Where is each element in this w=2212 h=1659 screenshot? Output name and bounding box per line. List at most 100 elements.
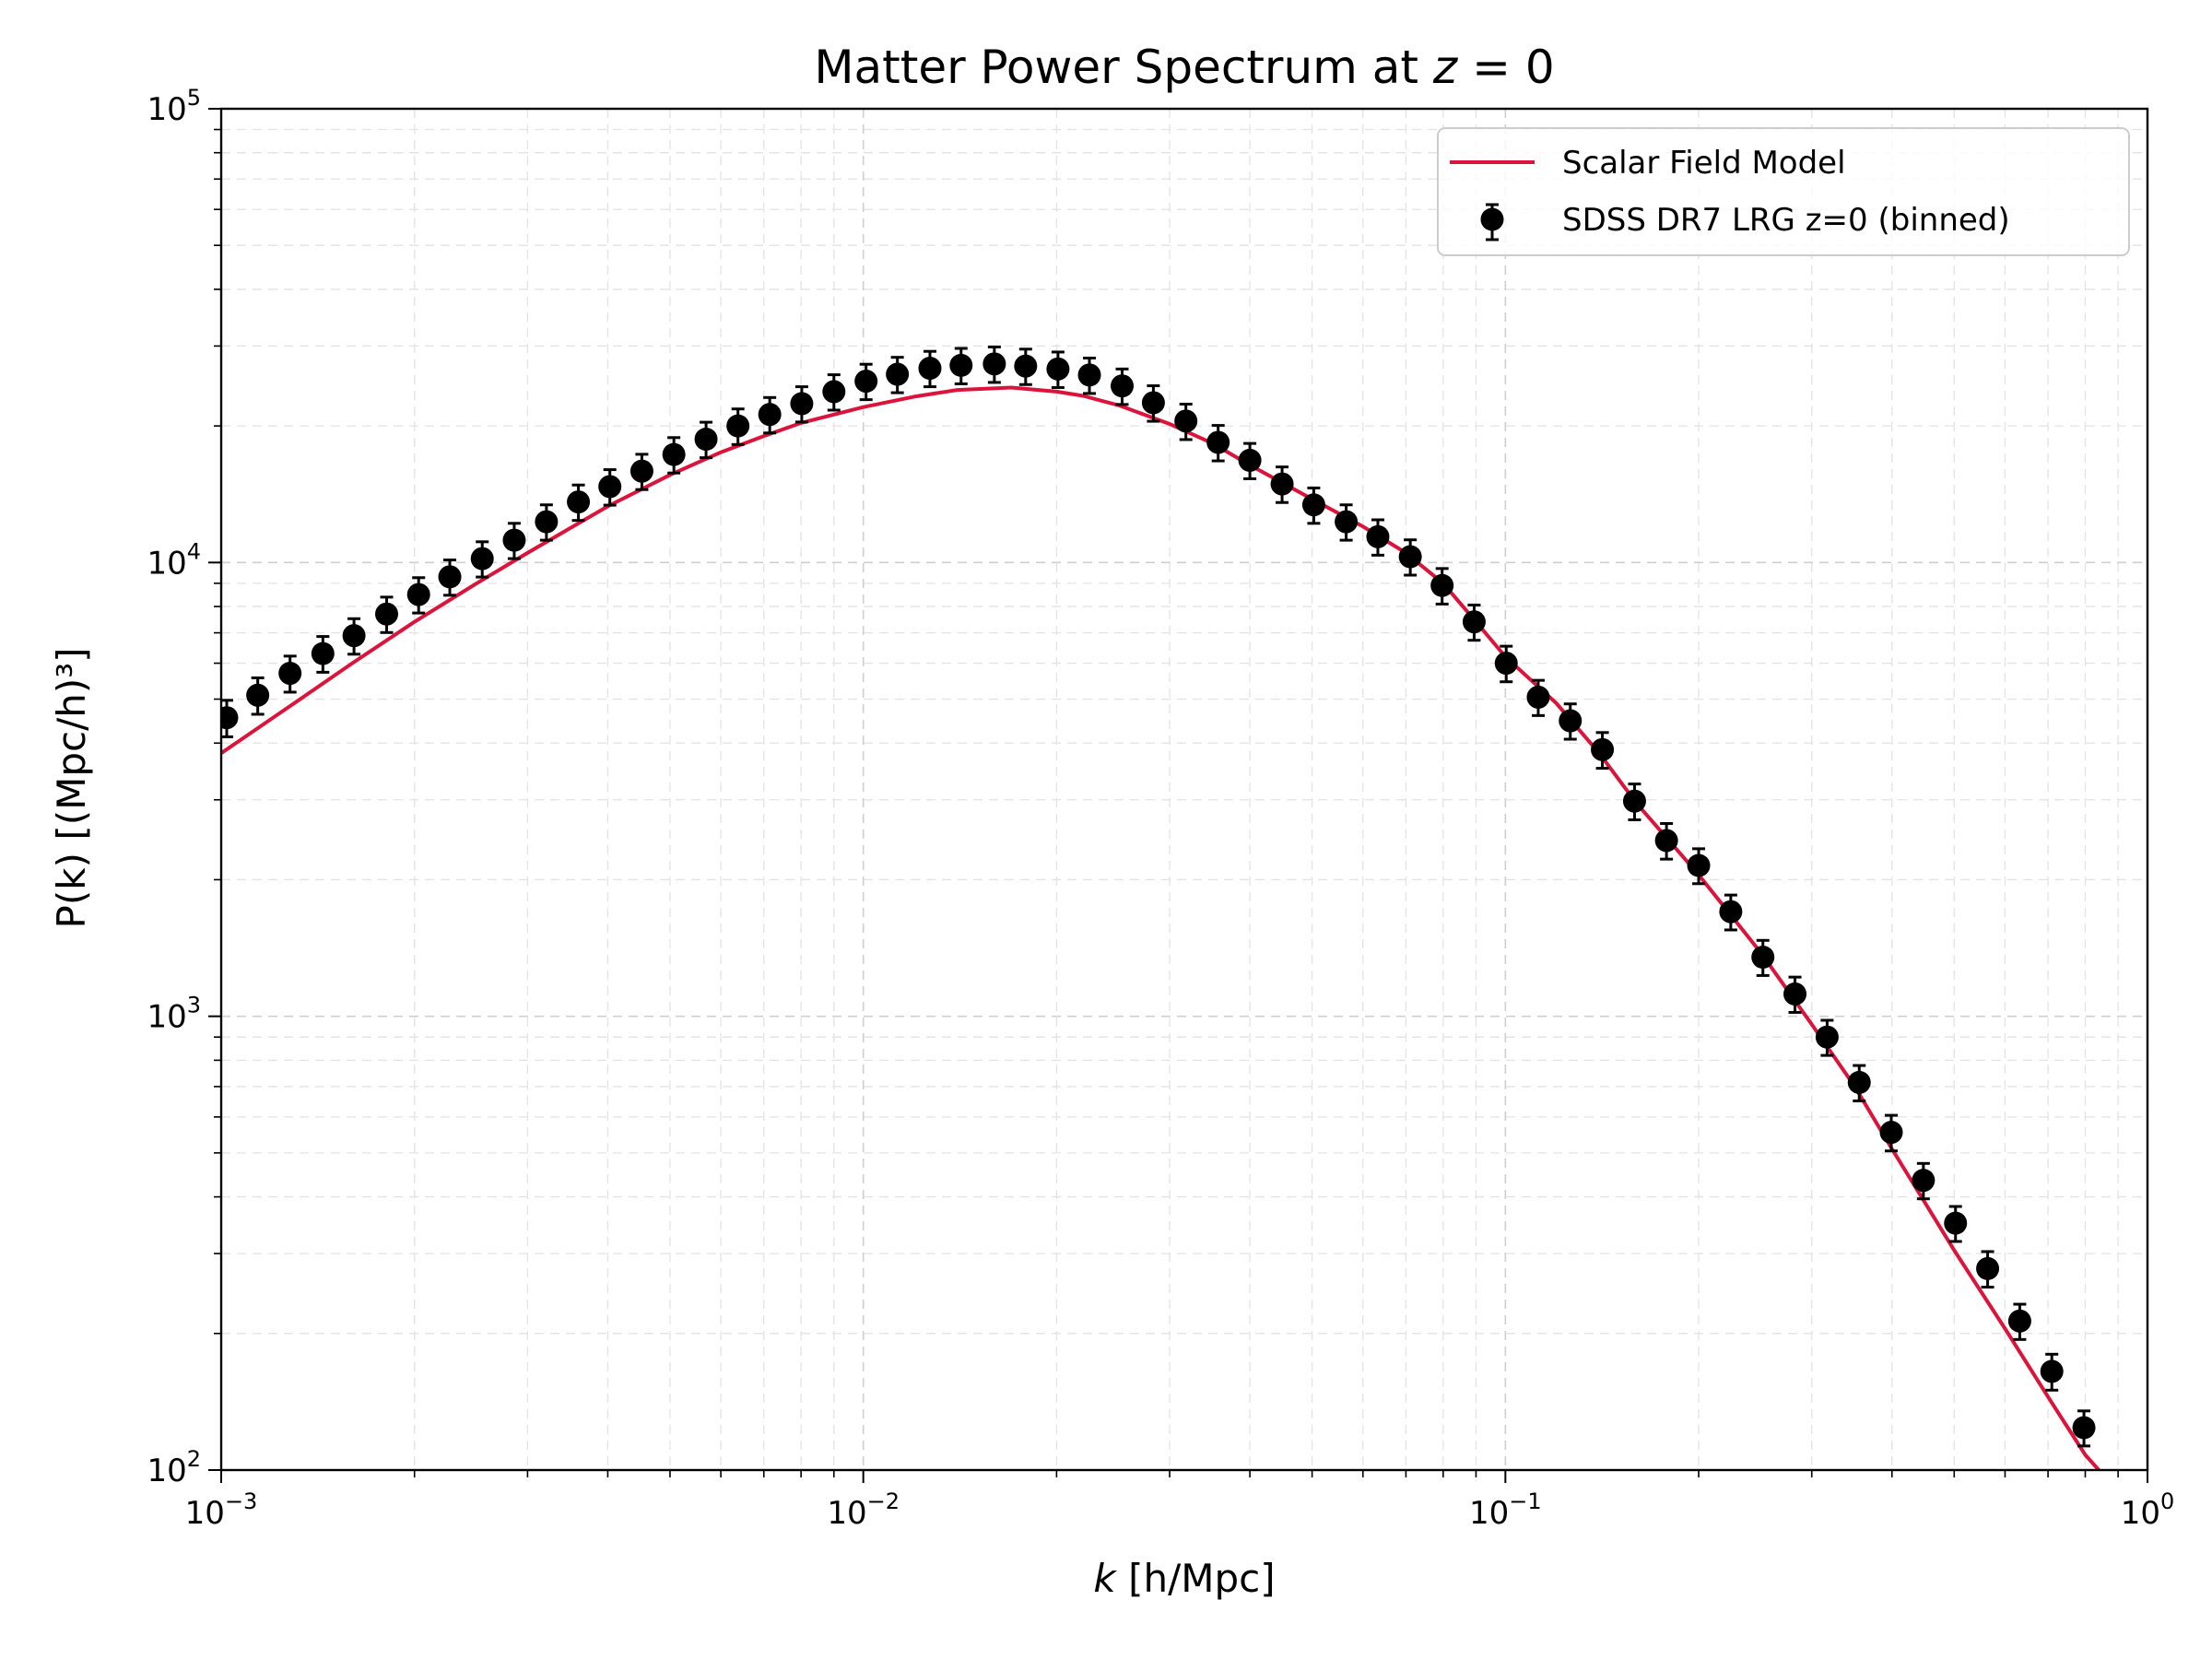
data-marker — [1301, 493, 1325, 517]
data-point — [2072, 1409, 2096, 1448]
data-marker — [1687, 853, 1711, 877]
data-point — [949, 347, 973, 385]
data-marker — [375, 602, 399, 626]
data-marker — [1879, 1121, 1903, 1145]
data-point — [1622, 782, 1646, 822]
data-marker — [470, 547, 494, 571]
data-point — [1174, 402, 1198, 441]
data-point — [822, 373, 846, 412]
data-marker — [822, 380, 846, 404]
x-tick-label: 10−1 — [1469, 1488, 1542, 1532]
data-point — [567, 483, 591, 523]
data-point — [1141, 384, 1165, 423]
data-point — [1526, 678, 1550, 717]
data-point — [1301, 486, 1325, 525]
data-point — [535, 503, 559, 542]
x-tick-label: 10−3 — [185, 1488, 258, 1532]
data-point — [1077, 357, 1101, 395]
plot-frame — [219, 107, 2149, 1472]
data-marker — [278, 662, 302, 686]
data-marker — [1046, 357, 1070, 381]
data-marker — [1976, 1256, 2000, 1280]
data-marker — [1912, 1169, 1936, 1193]
data-marker — [1077, 363, 1101, 387]
data-point — [1847, 1064, 1871, 1102]
data-point — [1430, 567, 1454, 606]
legend-entry-model: Scalar Field Model — [1562, 145, 1846, 182]
data-marker — [1174, 409, 1198, 433]
data-point — [1654, 821, 1678, 861]
data-marker — [1783, 982, 1807, 1006]
data-marker — [1206, 430, 1230, 454]
data-marker — [406, 582, 430, 606]
data-marker — [982, 352, 1006, 376]
data-point — [1462, 603, 1486, 642]
legend-frame — [1437, 127, 2130, 256]
data-marker — [1815, 1025, 1839, 1049]
data-marker — [1462, 610, 1486, 634]
legend: Scalar Field Model SDSS DR7 LRG z=0 (bin… — [1437, 127, 2130, 256]
plot-area — [221, 109, 2147, 1470]
data-marker — [246, 683, 270, 707]
data-point — [342, 617, 366, 656]
data-point — [1719, 893, 1743, 932]
data-point — [375, 595, 399, 634]
data-point — [694, 420, 718, 460]
data-point — [1944, 1205, 1968, 1243]
data-point — [1206, 424, 1230, 463]
data-point — [1559, 702, 1583, 741]
data-marker — [1751, 945, 1775, 969]
x-tick-label: 10−2 — [827, 1488, 900, 1532]
data-point — [406, 576, 430, 615]
data-point — [1398, 538, 1422, 577]
data-marker — [1270, 472, 1294, 496]
data-point — [1751, 938, 1775, 977]
data-marker — [1366, 524, 1390, 548]
data-marker — [1494, 652, 1518, 676]
y-tick-label: 103 — [147, 993, 201, 1036]
data-point — [1687, 847, 1711, 886]
data-marker — [2040, 1359, 2064, 1383]
data-point — [1366, 518, 1390, 557]
data-marker — [1719, 900, 1743, 924]
data-marker — [1622, 789, 1646, 813]
data-marker — [949, 353, 973, 377]
x-axis-label: k [h/Mpc] — [1093, 1556, 1275, 1601]
data-point — [629, 453, 653, 491]
data-marker — [790, 392, 814, 416]
data-point — [470, 540, 494, 579]
series-layer — [221, 345, 2100, 1470]
y-tick-label: 104 — [147, 538, 201, 582]
data-point — [502, 522, 526, 560]
data-marker — [1141, 391, 1165, 415]
data-marker — [1847, 1070, 1871, 1094]
data-point — [1879, 1113, 1903, 1153]
data-point — [918, 349, 942, 389]
data-point — [246, 676, 270, 716]
chart-title: Matter Power Spectrum at z = 0 — [814, 41, 1554, 94]
data-marker — [629, 459, 653, 483]
data-point — [438, 559, 462, 597]
data-marker — [886, 362, 910, 386]
data-point — [790, 385, 814, 424]
legend-marker-swatch — [1480, 203, 1504, 241]
data-point — [2007, 1302, 2031, 1341]
data-point — [758, 395, 782, 435]
data-point — [1335, 503, 1359, 542]
y-tick-label: 105 — [147, 85, 201, 128]
data-point — [1238, 441, 1262, 480]
data-marker — [1238, 448, 1262, 472]
data-marker — [1335, 510, 1359, 534]
data-marker — [694, 427, 718, 451]
tick-layer: 10−3 10−2 10−1 100 102 103 104 105 — [147, 85, 2174, 1532]
data-marker — [1654, 829, 1678, 853]
legend-entry-data: SDSS DR7 LRG z=0 (binned) — [1562, 202, 2010, 239]
data-marker — [918, 357, 942, 381]
data-marker — [2072, 1416, 2096, 1440]
data-marker — [438, 565, 462, 589]
data-marker — [1944, 1211, 1968, 1235]
data-point — [1046, 350, 1070, 389]
data-point — [1014, 347, 1038, 386]
y-tick-label: 102 — [147, 1446, 201, 1489]
